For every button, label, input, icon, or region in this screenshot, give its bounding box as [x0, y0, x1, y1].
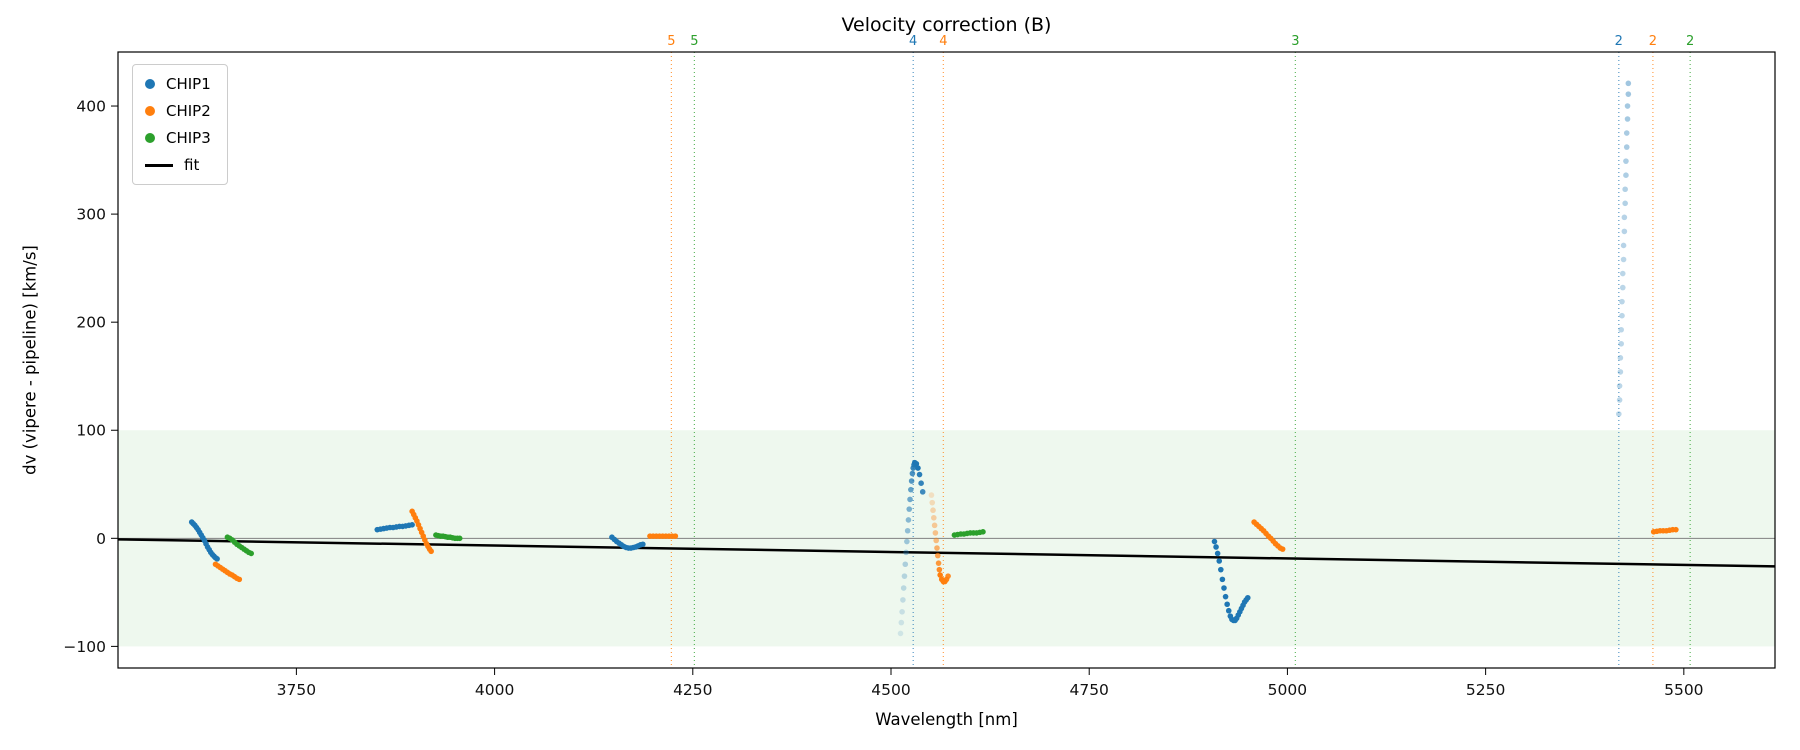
- y-tick-label: 400: [76, 98, 106, 116]
- legend: CHIP1 CHIP2 CHIP3 fit: [132, 64, 228, 185]
- legend-item-fit: fit: [145, 156, 211, 174]
- chart-title: Velocity correction (B): [841, 14, 1052, 36]
- y-tick-label: 0: [96, 530, 106, 548]
- legend-item-chip2: CHIP2: [145, 102, 211, 120]
- y-tick-label: 200: [76, 314, 106, 332]
- y-axis-label: dv (vipere - pipeline) [km/s]: [20, 245, 40, 475]
- order-marker-label: 2: [1649, 34, 1657, 49]
- order-marker-label: 3: [1291, 34, 1299, 49]
- order-marker-label: 5: [690, 34, 698, 49]
- fit-line-icon: [145, 163, 173, 167]
- x-tick-label: 4500: [871, 681, 910, 699]
- y-tick-label: 300: [76, 206, 106, 224]
- legend-item-chip1: CHIP1: [145, 75, 211, 93]
- chip3-marker-icon: [145, 133, 155, 143]
- legend-label-chip1: CHIP1: [166, 75, 211, 93]
- order-marker-label: 2: [1615, 34, 1623, 49]
- order-marker-label: 5: [667, 34, 675, 49]
- legend-label-fit: fit: [184, 156, 200, 174]
- series-chip3: [224, 529, 986, 557]
- y-tick-label: −100: [63, 638, 106, 656]
- fit-line: [117, 538, 1776, 568]
- y-tick-label: 100: [76, 422, 106, 440]
- series-chip1: [188, 80, 1632, 637]
- chip2-marker-icon: [145, 106, 155, 116]
- order-marker-label: 4: [909, 34, 917, 49]
- order-marker-label: 4: [939, 34, 947, 49]
- legend-label-chip2: CHIP2: [166, 102, 211, 120]
- x-tick-label: 3750: [277, 681, 316, 699]
- x-tick-label: 4250: [673, 681, 712, 699]
- legend-label-chip3: CHIP3: [166, 129, 211, 147]
- chip1-marker-icon: [145, 79, 155, 89]
- x-tick-label: 4750: [1069, 681, 1108, 699]
- x-tick-label: 4000: [475, 681, 514, 699]
- legend-item-chip3: CHIP3: [145, 129, 211, 147]
- axes-frame: [117, 51, 1776, 669]
- x-axis-label: Wavelength [nm]: [875, 710, 1018, 729]
- x-tick-label: 5500: [1664, 681, 1703, 699]
- order-marker-label: 2: [1686, 34, 1694, 49]
- x-tick-label: 5250: [1466, 681, 1505, 699]
- series-chip2: [212, 492, 1679, 585]
- x-tick-label: 5000: [1268, 681, 1307, 699]
